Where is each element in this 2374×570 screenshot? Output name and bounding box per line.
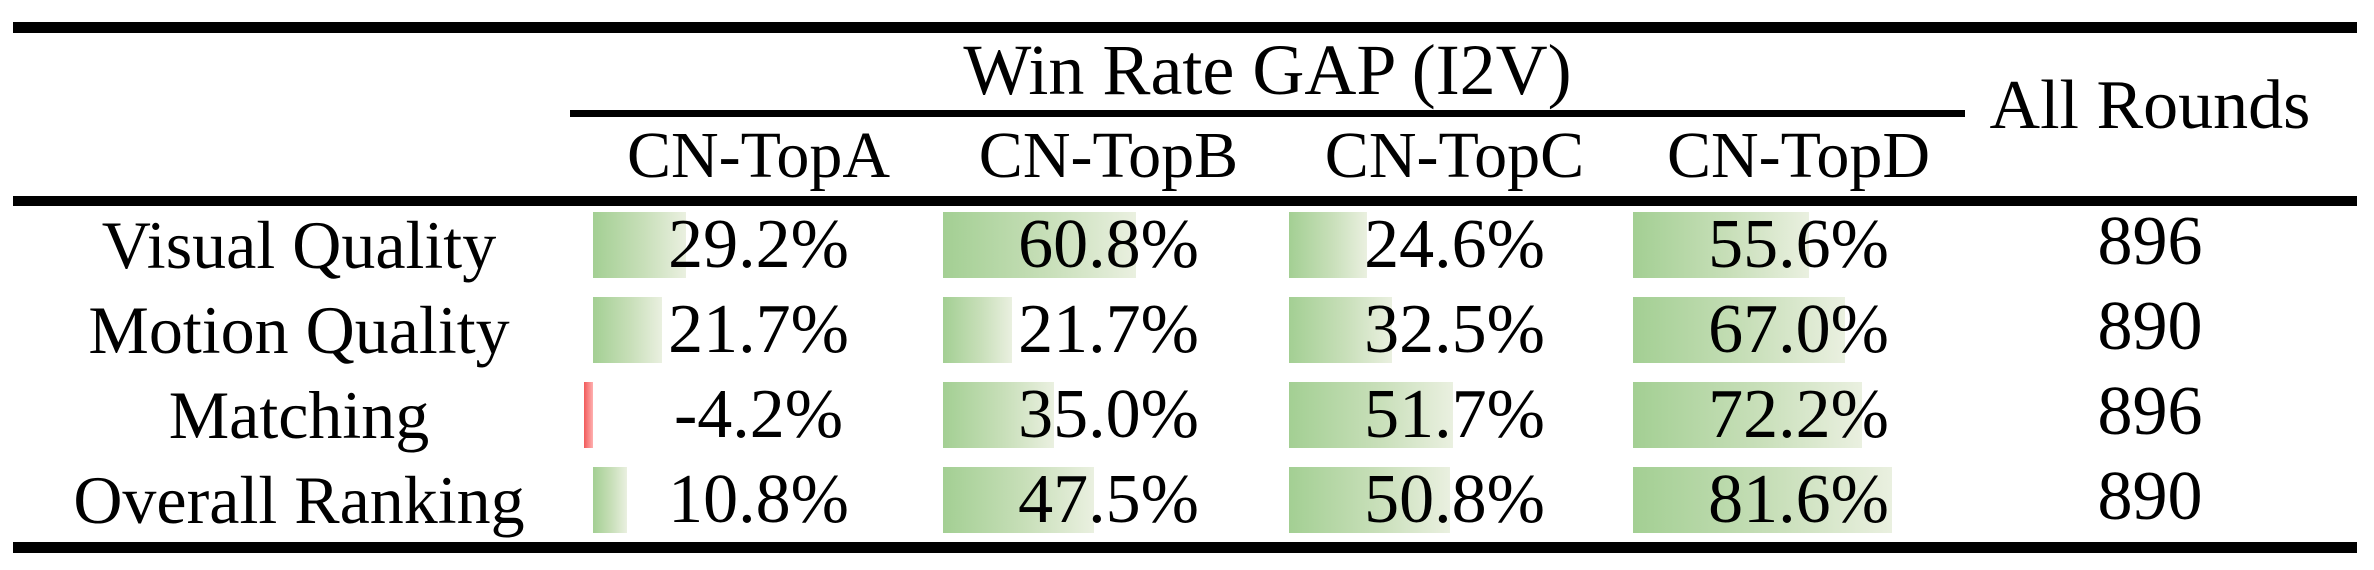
win-rate-value: 21.7% — [1018, 291, 1199, 368]
all-rounds-value: 890 — [2097, 288, 2203, 365]
win-rate-value: 60.8% — [1018, 206, 1199, 283]
win-rate-bar — [1633, 382, 1862, 448]
win-rate-bar — [1289, 297, 1393, 363]
win-rate-value: 32.5% — [1364, 291, 1545, 368]
win-rate-bar — [1633, 212, 1810, 278]
table-cell: 81.6% — [1625, 461, 1972, 538]
win-rate-value: 10.8% — [668, 461, 849, 538]
win-rate-value: 29.2% — [668, 206, 849, 283]
table-top-rule — [13, 22, 2357, 33]
row-label-matching: Matching — [168, 377, 430, 453]
column-header-cn-topc: CN-TopC — [1324, 119, 1585, 192]
table-title: Win Rate GAP (I2V) — [963, 30, 1572, 110]
table-bottom-rule — [13, 542, 2357, 553]
win-rate-bar — [593, 297, 662, 363]
table-cell: 21.7% — [585, 291, 932, 368]
table-cell: 47.5% — [935, 461, 1282, 538]
table-cell: 24.6% — [1281, 206, 1628, 283]
win-rate-value: 35.0% — [1018, 376, 1199, 453]
win-rate-value: 67.0% — [1708, 291, 1889, 368]
win-rate-bar — [943, 467, 1094, 533]
row-label-overall-ranking: Overall Ranking — [73, 462, 525, 538]
win-rate-value: 21.7% — [668, 291, 849, 368]
win-rate-value: 72.2% — [1708, 376, 1889, 453]
column-header-cn-topb: CN-TopB — [978, 119, 1239, 192]
win-rate-value: -4.2% — [673, 376, 844, 453]
win-rate-bar — [1633, 467, 1892, 533]
table-cell: 72.2% — [1625, 376, 1972, 453]
win-rate-bar — [1289, 212, 1367, 278]
column-header-cn-topa: CN-TopA — [626, 119, 891, 192]
win-rate-value: 55.6% — [1708, 206, 1889, 283]
all-rounds-value: 890 — [2097, 458, 2203, 535]
win-rate-bar — [943, 382, 1054, 448]
win-rate-bar — [593, 212, 686, 278]
win-rate-bar — [593, 467, 628, 533]
all-rounds-value: 896 — [2097, 203, 2203, 280]
row-label-motion-quality: Motion Quality — [88, 292, 510, 368]
table-header-rule — [13, 196, 2357, 206]
row-label-visual-quality: Visual Quality — [101, 207, 497, 283]
win-rate-bar-negative — [584, 382, 593, 448]
table-cell: 67.0% — [1625, 291, 1972, 368]
table-cell: -4.2% — [584, 376, 932, 453]
win-rate-bar — [943, 212, 1136, 278]
column-header-all-rounds: All Rounds — [1989, 67, 2311, 144]
win-rate-value: 47.5% — [1018, 461, 1199, 538]
win-rate-bar — [1289, 467, 1451, 533]
table-cell: 29.2% — [585, 206, 932, 283]
table-cell: 51.7% — [1281, 376, 1628, 453]
table-cell: 35.0% — [935, 376, 1282, 453]
table-cell: 60.8% — [935, 206, 1282, 283]
win-rate-value: 50.8% — [1364, 461, 1545, 538]
win-rate-value: 51.7% — [1364, 376, 1545, 453]
win-rate-bar — [1289, 382, 1453, 448]
win-rate-bar — [943, 297, 1012, 363]
win-rate-value: 81.6% — [1708, 461, 1889, 538]
table-cell: 21.7% — [935, 291, 1282, 368]
table-cell: 50.8% — [1281, 461, 1628, 538]
column-header-cn-topd: CN-TopD — [1666, 119, 1931, 192]
table-cell: 55.6% — [1625, 206, 1972, 283]
win-rate-value: 24.6% — [1364, 206, 1545, 283]
table-cell: 10.8% — [585, 461, 932, 538]
table-span-rule — [570, 110, 1965, 117]
win-rate-bar — [1633, 297, 1846, 363]
all-rounds-value: 896 — [2097, 373, 2203, 450]
table-cell: 32.5% — [1281, 291, 1628, 368]
